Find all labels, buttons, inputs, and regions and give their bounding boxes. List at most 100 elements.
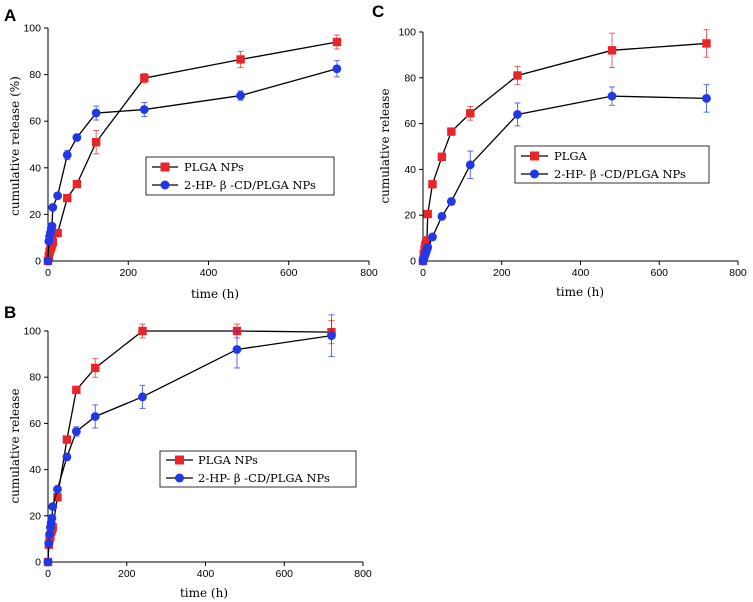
- panel-a-data-point-circle: [236, 91, 246, 100]
- panel-a-y-tick-label: 0: [35, 256, 41, 268]
- panel-b-series-0-line: [47, 330, 332, 563]
- panel-a-data-point-circle: [91, 108, 101, 118]
- panel-b-data-point-circle: [47, 513, 57, 523]
- panel-b-axes: 0 200 400 600 800 0 20 40 60 80 100: [23, 326, 371, 581]
- panel-b-y-tick-label: 40: [29, 464, 41, 476]
- panel-a-series-0: [43, 34, 342, 266]
- panel-b-legend: PLGA NPs 2-HP- β -CD/PLGA NPs: [159, 450, 357, 488]
- panel-b-data-point-square: [72, 385, 81, 395]
- panel-a-letter: A: [4, 6, 16, 25]
- panel-c-legend-marker-1: [530, 169, 539, 179]
- panel-c-y-tick-label: 40: [404, 164, 416, 176]
- panel-b-series-1: [43, 314, 336, 567]
- panel-c-y-tick-label: 0: [410, 256, 416, 268]
- panel-a-axes: 0 200 400 600 800 0 20 40 60 80 100: [23, 23, 377, 280]
- panel-b-data-point-circle: [90, 412, 100, 421]
- panel-c-x-tick-label: 400: [572, 267, 590, 279]
- panel-a-legend-label-1: 2-HP- β -CD/PLGA NPs: [184, 178, 316, 192]
- panel-c-axes: 0 200 400 600 800 0 20 40 60 80 100: [398, 27, 746, 280]
- panel-a-x-tick-label: 400: [200, 267, 218, 279]
- panel-a-data-point-square: [140, 73, 149, 83]
- panel-b-legend-marker-1: [175, 473, 184, 483]
- panel-b-legend-marker-0: [175, 455, 184, 465]
- panel-c-data-point-circle: [513, 110, 522, 119]
- panel-c-x-tick-label: 0: [420, 267, 426, 279]
- panel-c-x-tick-label: 800: [729, 267, 747, 279]
- panel-c-y-tick-label: 80: [404, 72, 416, 84]
- panel-a-legend-marker-1: [160, 180, 170, 190]
- panel-c-legend-label-1: 2-HP- β -CD/PLGA NPs: [554, 167, 686, 181]
- panel-c-y-tick-label: 100: [398, 27, 416, 39]
- panel-c-x-axis-label: time (h): [556, 285, 604, 299]
- panel-c-legend: PLGA 2-HP- β -CD/PLGA NPs: [514, 145, 710, 184]
- panel-a-data-point-circle: [72, 133, 82, 142]
- panel-c-data-point-circle: [702, 94, 711, 103]
- panel-b-data-point-square: [53, 493, 62, 502]
- panel-b-data-point-circle: [43, 557, 53, 567]
- panel-c-data-point-square: [513, 71, 522, 80]
- panel-b-data-point-circle: [327, 331, 336, 341]
- panel-b-x-axis-label: time (h): [180, 586, 228, 600]
- panel-a-y-tick-label: 100: [23, 23, 41, 35]
- panel-a: A time (h) cumulative release (%) 0 200 40…: [4, 6, 378, 301]
- panel-a-series-0-line: [47, 41, 338, 262]
- panel-b-x-tick-label: 400: [197, 568, 215, 580]
- panel-c-data-point-square: [437, 152, 447, 162]
- panel-a-legend-marker-0: [160, 162, 170, 172]
- panel-c-data-point-circle: [437, 211, 447, 221]
- panel-a-x-tick-label: 0: [45, 267, 51, 279]
- panel-a-data-point-square: [53, 228, 62, 238]
- panel-c-y-tick-label: 20: [404, 210, 416, 222]
- panel-c-data-point-square: [447, 127, 456, 136]
- panel-a-data-point-square: [91, 137, 101, 147]
- panel-a-y-tick-label: 60: [29, 116, 41, 128]
- panel-b-data-point-square: [62, 435, 72, 444]
- panel-b-x-tick-label: 800: [354, 568, 372, 580]
- panel-a-data-point-square: [63, 193, 72, 203]
- panel-c-data-point-circle: [607, 91, 617, 101]
- panel-a-x-tick-label: 800: [360, 267, 378, 279]
- panel-b-data-point-circle: [45, 529, 54, 539]
- panel-b-data-point-square: [91, 363, 100, 373]
- panel-c-data-point-square: [428, 180, 437, 189]
- panel-a-data-point-circle: [48, 203, 58, 212]
- panel-b-y-tick-label: 0: [35, 557, 41, 569]
- panel-a-x-axis-label: time (h): [191, 287, 239, 301]
- panel-b-data-point-circle: [53, 484, 62, 494]
- panel-c-legend-label-0: PLGA: [554, 149, 588, 163]
- panel-c-data-point-square: [702, 39, 711, 48]
- panel-b-x-tick-label: 600: [275, 568, 293, 580]
- panel-b-y-tick-label: 20: [29, 510, 41, 522]
- panel-b-series-0: [43, 320, 336, 567]
- panel-a-legend: PLGA NPs 2-HP- β -CD/PLGA NPs: [145, 156, 335, 196]
- panel-b-x-tick-label: 200: [118, 568, 136, 580]
- panel-c-series-0: [418, 29, 711, 266]
- panel-c-data-point-square: [422, 236, 432, 245]
- panel-a-data-point-circle: [43, 256, 53, 266]
- panel-c-x-tick-label: 200: [493, 267, 511, 279]
- panel-c-y-axis-label: cumulative release: [378, 88, 392, 203]
- panel-a-x-tick-label: 200: [119, 267, 137, 279]
- panel-a-y-tick-label: 20: [29, 209, 41, 221]
- panel-c-data-point-square: [466, 109, 475, 118]
- panel-a-data-point-circle: [139, 105, 149, 114]
- panel-c-data-point-circle: [423, 242, 433, 252]
- panel-a-data-point-circle: [332, 64, 342, 74]
- panel-b-data-point-circle: [62, 452, 72, 462]
- panel-c-data-point-circle: [428, 232, 437, 242]
- panel-c: C time (h) cumulative release 0 200 400 600…: [372, 2, 747, 299]
- panel-a-y-tick-label: 80: [29, 69, 41, 81]
- panel-a-data-point-circle: [62, 150, 72, 160]
- panel-b-legend-label-1: 2-HP- β -CD/PLGA NPs: [198, 471, 330, 485]
- panel-a-y-axis-label: cumulative release (%): [8, 76, 22, 216]
- panel-a-legend-label-0: PLGA NPs: [184, 160, 244, 174]
- panel-b-y-axis-label: cumulative release: [8, 388, 22, 503]
- panel-c-legend-box: [514, 145, 710, 184]
- panel-a-data-point-square: [72, 179, 82, 189]
- panel-a-legend-box: [145, 156, 335, 196]
- panel-c-y-tick-label: 60: [404, 118, 416, 130]
- panel-a-data-point-circle: [47, 221, 57, 231]
- panel-b-legend-box: [159, 450, 357, 488]
- panel-a-x-tick-label: 600: [280, 267, 298, 279]
